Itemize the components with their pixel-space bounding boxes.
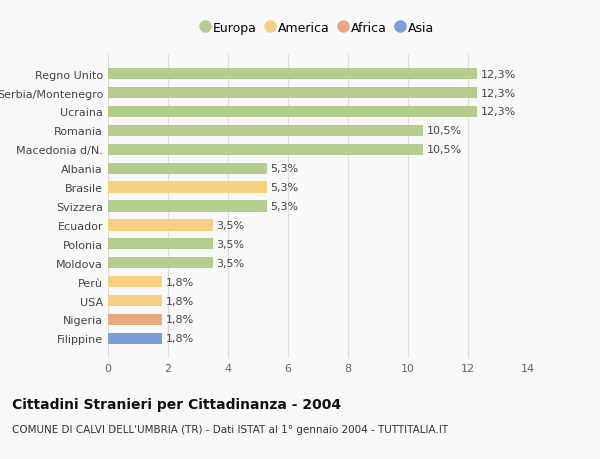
Bar <box>108 333 162 344</box>
Bar <box>108 125 423 137</box>
Text: 3,5%: 3,5% <box>217 220 245 230</box>
Bar <box>108 220 213 231</box>
Bar <box>108 106 477 118</box>
Bar <box>108 314 162 325</box>
Text: 5,3%: 5,3% <box>271 164 299 174</box>
Bar <box>108 88 477 99</box>
Text: Cittadini Stranieri per Cittadinanza - 2004: Cittadini Stranieri per Cittadinanza - 2… <box>12 397 341 411</box>
Bar <box>108 163 267 174</box>
Bar <box>108 201 267 212</box>
Text: 10,5%: 10,5% <box>427 145 462 155</box>
Bar <box>108 276 162 288</box>
Text: 5,3%: 5,3% <box>271 202 299 212</box>
Text: 5,3%: 5,3% <box>271 183 299 193</box>
Bar <box>108 69 477 80</box>
Bar <box>108 257 213 269</box>
Bar <box>108 144 423 156</box>
Legend: Europa, America, Africa, Asia: Europa, America, Africa, Asia <box>197 17 439 40</box>
Text: 3,5%: 3,5% <box>217 239 245 249</box>
Text: 12,3%: 12,3% <box>481 107 516 117</box>
Text: 10,5%: 10,5% <box>427 126 462 136</box>
Text: 1,8%: 1,8% <box>166 296 194 306</box>
Bar <box>108 295 162 307</box>
Text: 1,8%: 1,8% <box>166 334 194 344</box>
Text: 12,3%: 12,3% <box>481 89 516 98</box>
Bar <box>108 239 213 250</box>
Text: 1,8%: 1,8% <box>166 277 194 287</box>
Text: 3,5%: 3,5% <box>217 258 245 268</box>
Text: 1,8%: 1,8% <box>166 315 194 325</box>
Text: 12,3%: 12,3% <box>481 69 516 79</box>
Text: COMUNE DI CALVI DELL'UMBRIA (TR) - Dati ISTAT al 1° gennaio 2004 - TUTTITALIA.IT: COMUNE DI CALVI DELL'UMBRIA (TR) - Dati … <box>12 425 448 435</box>
Bar <box>108 182 267 193</box>
